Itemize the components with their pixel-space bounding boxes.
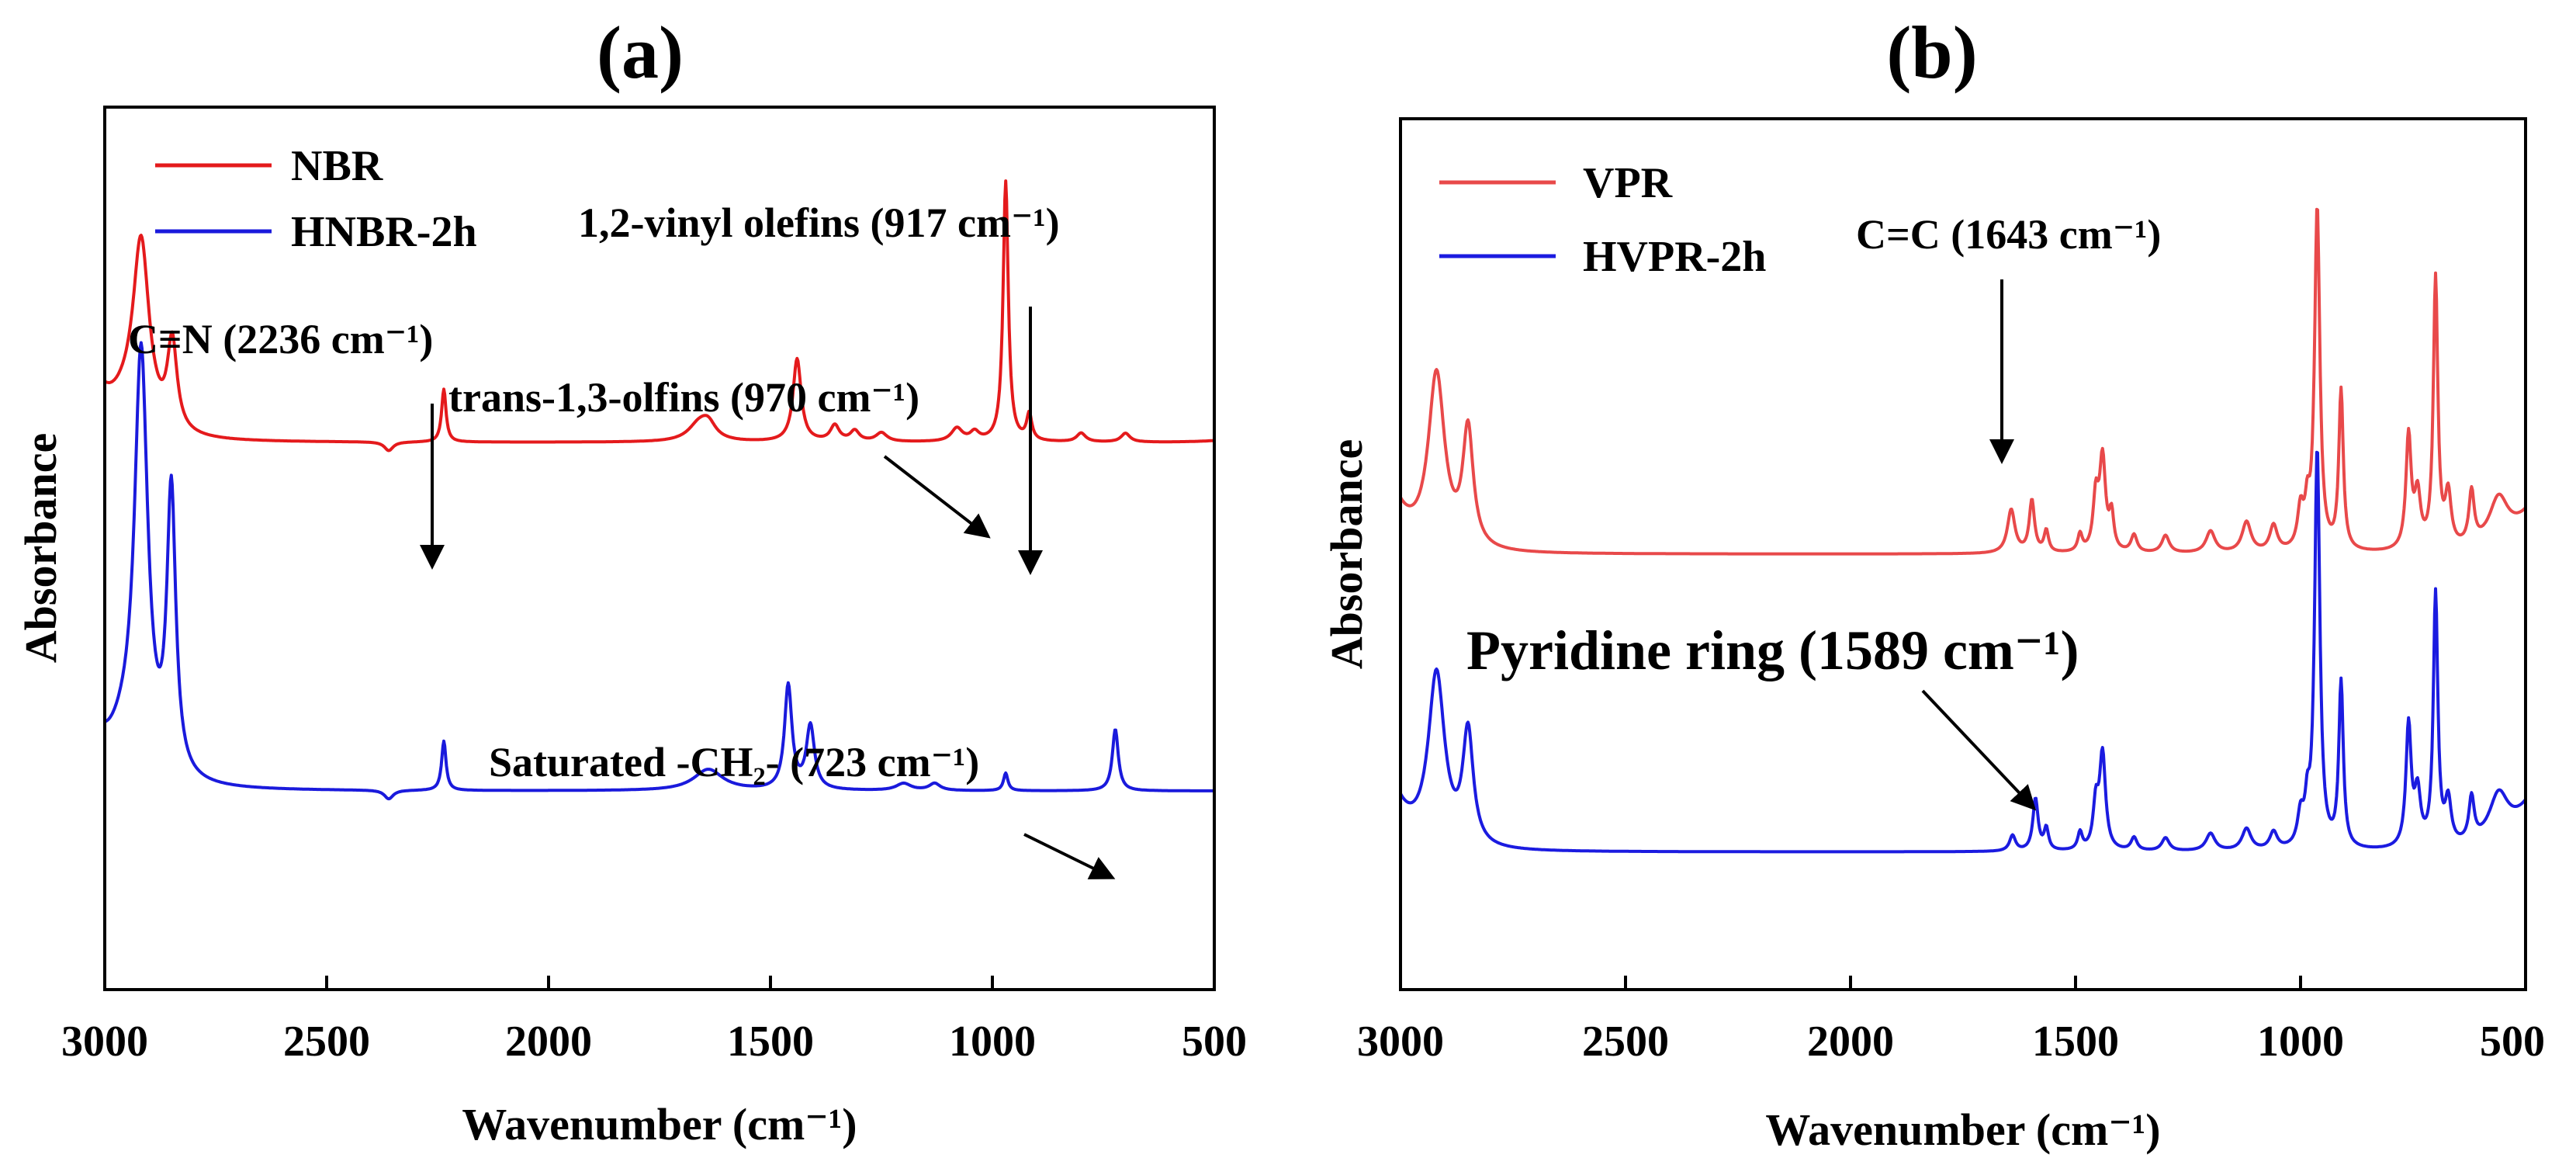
annotation-cn: C≡N (2236 cm⁻¹) (128, 316, 433, 362)
legend-label-hvpr: HVPR-2h (1583, 233, 1766, 281)
axes-frame-b (1399, 117, 2527, 991)
panel-a: (a) Absorbance Wavenumber (cm⁻¹) 3000 25… (16, 11, 1247, 1149)
x-tick-label: 500 (1182, 1018, 1247, 1066)
annotations-a: C≡N (2236 cm⁻¹) trans-1,3-olfins (970 cm… (128, 199, 1116, 879)
x-tick-label: 3000 (1357, 1018, 1444, 1066)
legend-a: NBR HNBR-2h (155, 142, 477, 256)
x-tick-label: 1000 (949, 1018, 1036, 1066)
series-line-hnbr-2h (104, 341, 1215, 801)
annotation-pyridine: Pyridine ring (1589 cm⁻¹) (1466, 619, 2079, 681)
legend-b: VPR HVPR-2h (1439, 159, 1766, 281)
plot-area-a (103, 179, 1216, 990)
series-line-hvpr-2h (1399, 450, 2527, 854)
y-axis-label-a: Absorbance (16, 433, 66, 663)
x-tick-label: 2500 (283, 1018, 370, 1066)
arrow-saturated-ch2 (1023, 833, 1116, 879)
legend-label-nbr: NBR (291, 142, 383, 190)
x-tick-label: 2500 (1582, 1018, 1669, 1066)
arrow-trans-olefins (883, 455, 991, 539)
series-line-vpr (1399, 207, 2527, 556)
plot-area-b (1399, 207, 2527, 990)
annotation-vinyl-olefins: 1,2-vinyl olefins (917 cm⁻¹) (578, 199, 1060, 246)
arrow-pyridine (1921, 689, 2037, 811)
x-axis-label-a: Wavenumber (cm⁻¹) (462, 1099, 857, 1149)
x-ticks-b: 3000 2500 2000 1500 1000 500 (1357, 1018, 2545, 1066)
x-tick-label: 1500 (2032, 1018, 2119, 1066)
annotation-trans-olefins: trans-1,3-olfins (970 cm⁻¹) (448, 374, 919, 421)
axes-frame-a (103, 106, 1216, 991)
annotation-saturated-ch2: Saturated -CH₂- (723 cm⁻¹) (489, 739, 979, 785)
annotations-b: C=C (1643 cm⁻¹) Pyridine ring (1589 cm⁻¹… (1466, 211, 2161, 811)
legend-label-vpr: VPR (1583, 159, 1673, 207)
x-tick-label: 2000 (505, 1018, 592, 1066)
panel-a-title: (a) (597, 11, 684, 94)
x-tick-label: 3000 (61, 1018, 148, 1066)
x-tick-label: 500 (2480, 1018, 2545, 1066)
panel-b-title: (b) (1886, 11, 1977, 94)
x-ticks-a: 3000 2500 2000 1500 1000 500 (61, 1018, 1247, 1066)
x-tick-label: 1000 (2257, 1018, 2344, 1066)
y-axis-label-b: Absorbance (1321, 439, 1372, 669)
annotation-cc: C=C (1643 cm⁻¹) (1856, 211, 2161, 258)
x-axis-label-b: Wavenumber (cm⁻¹) (1765, 1104, 2160, 1155)
panel-b: (b) Absorbance Wavenumber (cm⁻¹) 3000 25… (1321, 11, 2545, 1155)
x-tick-label: 2000 (1807, 1018, 1894, 1066)
x-tick-label: 1500 (727, 1018, 814, 1066)
legend-label-hnbr: HNBR-2h (291, 208, 477, 256)
